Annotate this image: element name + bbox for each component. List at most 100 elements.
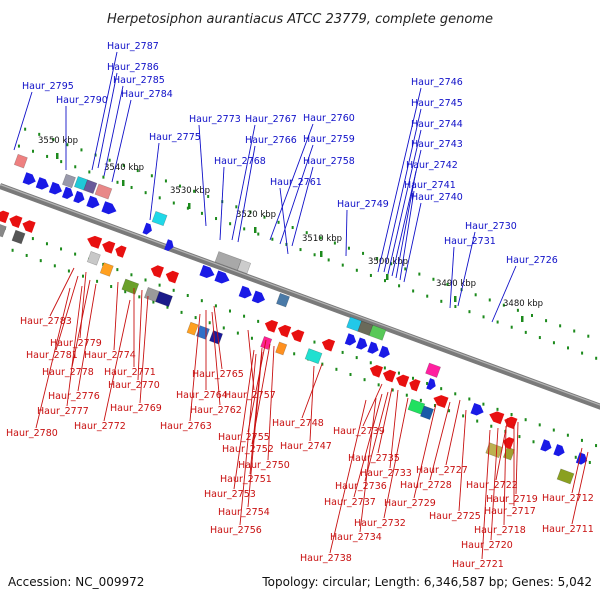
minus-strand-gene-arrow[interactable] bbox=[165, 270, 179, 284]
gene-label-bottom[interactable]: Haur_2762 bbox=[190, 405, 242, 416]
gene-label-bottom[interactable]: Haur_2769 bbox=[110, 403, 162, 414]
minus-strand-gene-arrow[interactable] bbox=[102, 241, 116, 254]
minus-strand-gene-arrow[interactable] bbox=[321, 338, 336, 352]
plus-strand-gene-arrow[interactable] bbox=[61, 186, 74, 199]
plus-strand-gene-arrow[interactable] bbox=[199, 264, 215, 278]
gene-label-bottom[interactable]: Haur_2747 bbox=[280, 441, 332, 452]
gene-label-bottom[interactable]: Haur_2770 bbox=[108, 380, 160, 391]
gene-label-top[interactable]: Haur_2742 bbox=[406, 160, 458, 171]
gene-label-top[interactable]: Haur_2760 bbox=[303, 113, 355, 124]
gene-label-bottom[interactable]: Haur_2751 bbox=[220, 474, 272, 485]
plus-strand-gene-arrow[interactable] bbox=[164, 239, 174, 252]
gene-label-bottom[interactable]: Haur_2780 bbox=[6, 428, 58, 439]
gene-label-top[interactable]: Haur_2730 bbox=[465, 221, 517, 232]
gene-box[interactable] bbox=[121, 278, 140, 295]
gene-label-top[interactable]: Haur_2741 bbox=[404, 180, 456, 191]
gene-label-bottom[interactable]: Haur_2763 bbox=[160, 421, 212, 432]
gene-box[interactable] bbox=[186, 321, 199, 336]
gene-label-top[interactable]: Haur_2768 bbox=[214, 156, 266, 167]
gene-label-bottom[interactable]: Haur_2754 bbox=[218, 507, 270, 518]
gene-label-top[interactable]: Haur_2744 bbox=[411, 119, 463, 130]
gene-label-top[interactable]: Haur_2759 bbox=[303, 134, 355, 145]
gene-label-bottom[interactable]: Haur_2721 bbox=[452, 559, 504, 570]
plus-strand-gene-arrow[interactable] bbox=[142, 222, 152, 235]
gene-box[interactable] bbox=[368, 324, 387, 341]
gene-label-top[interactable]: Haur_2773 bbox=[189, 114, 241, 125]
plus-strand-gene-arrow[interactable] bbox=[73, 190, 85, 204]
gene-box[interactable] bbox=[420, 405, 434, 421]
plus-strand-gene-arrow[interactable] bbox=[86, 195, 100, 209]
plus-strand-gene-arrow[interactable] bbox=[470, 402, 484, 416]
gene-label-bottom[interactable]: Haur_2735 bbox=[348, 453, 400, 464]
gene-label-bottom[interactable]: Haur_2752 bbox=[222, 444, 274, 455]
gene-label-bottom[interactable]: Haur_2778 bbox=[42, 367, 94, 378]
plus-strand-gene-arrow[interactable] bbox=[22, 172, 36, 185]
gene-label-top[interactable]: Haur_2767 bbox=[245, 114, 297, 125]
gene-label-top[interactable]: Haur_2766 bbox=[245, 135, 297, 146]
plus-strand-gene-arrow[interactable] bbox=[378, 345, 390, 358]
gene-label-bottom[interactable]: Haur_2738 bbox=[300, 553, 352, 564]
gene-box[interactable] bbox=[485, 442, 504, 459]
gene-box[interactable] bbox=[502, 446, 515, 461]
gene-label-bottom[interactable]: Haur_2777 bbox=[37, 406, 89, 417]
gene-label-top[interactable]: Haur_2790 bbox=[56, 95, 108, 106]
gene-label-bottom[interactable]: Haur_2736 bbox=[335, 481, 387, 492]
plus-strand-gene-arrow[interactable] bbox=[238, 285, 252, 299]
gene-box[interactable] bbox=[260, 336, 273, 350]
gene-label-top[interactable]: Haur_2731 bbox=[444, 236, 496, 247]
gene-label-top[interactable]: Haur_2784 bbox=[121, 89, 173, 100]
gene-label-top[interactable]: Haur_2785 bbox=[113, 75, 165, 86]
minus-strand-gene-arrow[interactable] bbox=[433, 395, 449, 409]
minus-strand-gene-arrow[interactable] bbox=[291, 329, 305, 343]
gene-box[interactable] bbox=[275, 341, 288, 356]
gene-label-bottom[interactable]: Haur_2711 bbox=[542, 524, 594, 535]
gene-label-bottom[interactable]: Haur_2757 bbox=[224, 390, 276, 401]
gene-label-bottom[interactable]: Haur_2725 bbox=[429, 511, 481, 522]
gene-box[interactable] bbox=[425, 362, 441, 378]
minus-strand-gene-arrow[interactable] bbox=[369, 364, 383, 378]
gene-box[interactable] bbox=[304, 348, 323, 365]
plus-strand-gene-arrow[interactable] bbox=[251, 290, 265, 304]
gene-label-bottom[interactable]: Haur_2771 bbox=[104, 367, 156, 378]
gene-box[interactable] bbox=[13, 153, 28, 169]
gene-label-bottom[interactable]: Haur_2772 bbox=[74, 421, 126, 432]
gene-label-top[interactable]: Haur_2726 bbox=[506, 255, 558, 266]
gene-label-bottom[interactable]: Haur_2750 bbox=[238, 460, 290, 471]
gene-label-top[interactable]: Haur_2740 bbox=[411, 192, 463, 203]
gene-label-top[interactable]: Haur_2746 bbox=[411, 77, 463, 88]
plus-strand-gene-arrow[interactable] bbox=[344, 333, 357, 346]
gene-box[interactable] bbox=[94, 183, 113, 200]
gene-box[interactable] bbox=[0, 223, 7, 238]
gene-label-top[interactable]: Haur_2749 bbox=[337, 199, 389, 210]
plus-strand-gene-arrow[interactable] bbox=[35, 177, 49, 190]
gene-label-bottom[interactable]: Haur_2728 bbox=[400, 480, 452, 491]
minus-strand-gene-arrow[interactable] bbox=[264, 320, 279, 333]
gene-label-top[interactable]: Haur_2761 bbox=[270, 177, 322, 188]
gene-label-bottom[interactable]: Haur_2783 bbox=[20, 316, 72, 327]
minus-strand-gene-arrow[interactable] bbox=[503, 437, 515, 450]
minus-strand-gene-arrow[interactable] bbox=[278, 324, 292, 338]
gene-label-bottom[interactable]: Haur_2729 bbox=[384, 498, 436, 509]
gene-label-bottom[interactable]: Haur_2719 bbox=[486, 494, 538, 505]
gene-label-top[interactable]: Haur_2745 bbox=[411, 98, 463, 109]
gene-label-bottom[interactable]: Haur_2718 bbox=[474, 525, 526, 536]
gene-label-bottom[interactable]: Haur_2720 bbox=[461, 540, 513, 551]
gene-label-top[interactable]: Haur_2775 bbox=[149, 132, 201, 143]
plus-strand-gene-arrow[interactable] bbox=[426, 378, 436, 391]
gene-label-bottom[interactable]: Haur_2722 bbox=[466, 480, 518, 491]
minus-strand-gene-arrow[interactable] bbox=[0, 210, 10, 224]
gene-box[interactable] bbox=[86, 251, 101, 266]
gene-label-bottom[interactable]: Haur_2753 bbox=[204, 489, 256, 500]
gene-label-top[interactable]: Haur_2787 bbox=[107, 41, 159, 52]
minus-strand-gene-arrow[interactable] bbox=[396, 374, 410, 388]
gene-label-top[interactable]: Haur_2786 bbox=[107, 62, 159, 73]
plus-strand-gene-arrow[interactable] bbox=[356, 337, 368, 350]
plus-strand-gene-arrow[interactable] bbox=[540, 439, 552, 452]
gene-label-bottom[interactable]: Haur_2739 bbox=[333, 426, 385, 437]
minus-strand-gene-arrow[interactable] bbox=[22, 220, 36, 233]
plus-strand-gene-arrow[interactable] bbox=[48, 181, 63, 195]
gene-label-bottom[interactable]: Haur_2727 bbox=[416, 465, 468, 476]
gene-label-bottom[interactable]: Haur_2733 bbox=[360, 468, 412, 479]
gene-label-top[interactable]: Haur_2743 bbox=[411, 139, 463, 150]
minus-strand-gene-arrow[interactable] bbox=[409, 379, 421, 392]
